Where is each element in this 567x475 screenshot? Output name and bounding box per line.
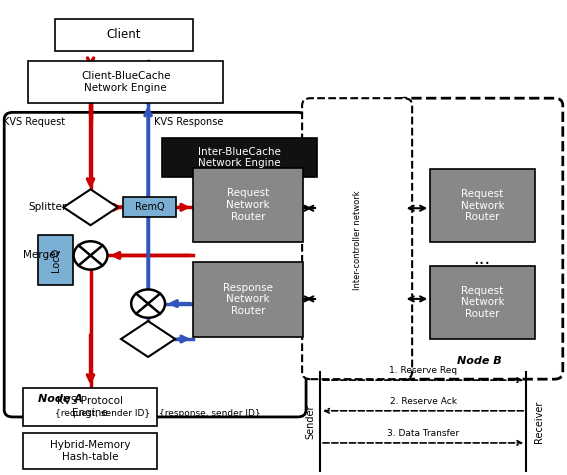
FancyBboxPatch shape [23,434,157,469]
FancyBboxPatch shape [28,61,223,103]
Text: 1. Reserve Req: 1. Reserve Req [389,366,457,375]
Text: KVS Request: KVS Request [3,117,65,127]
Polygon shape [64,190,117,225]
Text: Response
Network
Router: Response Network Router [223,283,273,316]
FancyBboxPatch shape [38,235,73,285]
Text: KVS Response: KVS Response [154,117,223,127]
FancyBboxPatch shape [55,19,193,51]
Text: Request
Network
Router: Request Network Router [460,189,504,222]
Polygon shape [121,321,175,357]
Text: Splitter: Splitter [28,202,67,212]
FancyBboxPatch shape [162,138,318,177]
FancyBboxPatch shape [430,169,535,242]
FancyBboxPatch shape [122,197,176,217]
Text: 3. Data Transfer: 3. Data Transfer [387,429,459,438]
Text: Receiver: Receiver [534,400,544,443]
Circle shape [131,289,165,318]
FancyBboxPatch shape [302,98,412,379]
FancyBboxPatch shape [193,262,303,337]
Circle shape [74,241,108,270]
Text: Sender: Sender [305,404,315,439]
Text: Node B: Node B [457,356,502,366]
FancyBboxPatch shape [4,113,306,417]
FancyBboxPatch shape [23,388,157,427]
Text: Node A: Node A [38,394,83,404]
Text: Hybrid-Memory
Hash-table: Hybrid-Memory Hash-table [50,440,130,462]
FancyBboxPatch shape [430,266,535,339]
Text: {response, sender ID}: {response, sender ID} [159,409,261,418]
Text: Client-BlueCache
Network Engine: Client-BlueCache Network Engine [81,71,171,93]
Text: Client: Client [107,28,141,41]
Text: RemQ: RemQ [135,202,164,212]
Text: Request
Network
Router: Request Network Router [226,188,270,221]
Text: KVS Protocol
Engine: KVS Protocol Engine [57,396,123,418]
Text: Request
Network
Router: Request Network Router [460,286,504,319]
Text: LocQ: LocQ [50,247,61,272]
Text: ...: ... [473,250,490,268]
FancyBboxPatch shape [396,98,563,379]
Text: Inter-controller network: Inter-controller network [353,190,362,290]
Text: Inter-BlueCache
Network Engine: Inter-BlueCache Network Engine [198,147,281,169]
Text: {request, sender ID}: {request, sender ID} [55,409,150,418]
Text: Merger: Merger [23,250,60,260]
FancyBboxPatch shape [193,168,303,242]
Text: 2. Reserve Ack: 2. Reserve Ack [390,397,456,406]
